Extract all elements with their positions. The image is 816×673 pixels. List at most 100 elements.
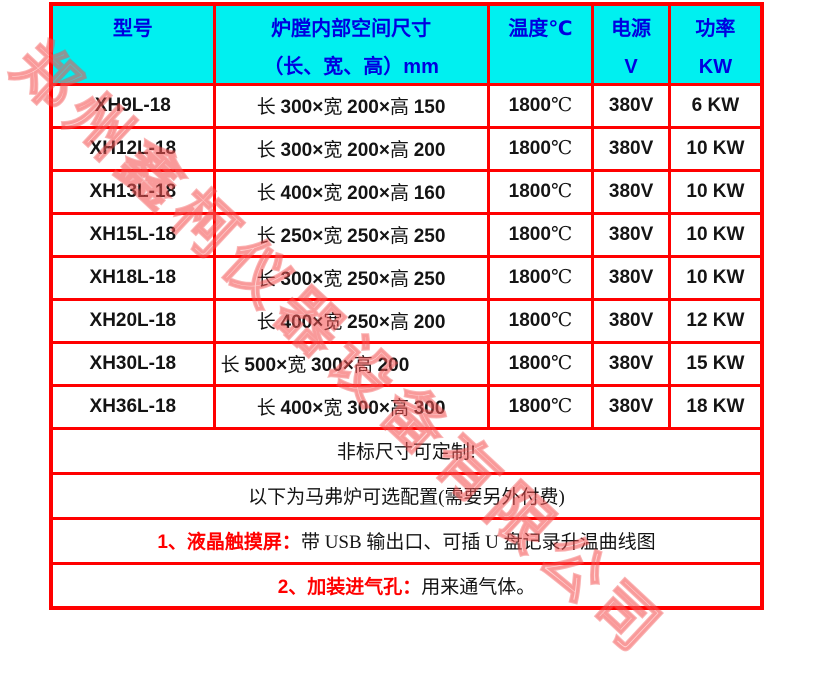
width-label: 宽 xyxy=(323,398,348,419)
length-value: 250 xyxy=(280,226,313,247)
height-label: 高 xyxy=(389,398,414,419)
power-cell: 6 KW xyxy=(667,82,764,129)
width-label: 宽 xyxy=(287,355,311,376)
length-label: 长 xyxy=(256,269,281,290)
table-row: XH20L-18 长 400×宽 250×高 200 1800℃ 380V 12… xyxy=(49,297,764,344)
dimensions-cell: 长 300×宽 200×高 200 xyxy=(212,125,490,172)
times-sign: × xyxy=(378,226,390,247)
model-cell: XH12L-18 xyxy=(49,125,216,172)
temperature-value: 1800 xyxy=(508,267,551,288)
temperature-value: 1800 xyxy=(508,396,551,417)
header-supply-line1: 电源 xyxy=(611,18,652,40)
option2-text: 用来通气体。 xyxy=(421,576,536,598)
times-sign: × xyxy=(378,140,390,161)
temperature-value: 1800 xyxy=(508,224,551,245)
temperature-cell: 1800℃ xyxy=(486,168,595,215)
dimensions-cell: 长 300×宽 250×高 250 xyxy=(212,254,490,301)
width-value: 300 xyxy=(310,355,343,376)
times-sign: × xyxy=(312,312,324,333)
option2-row: 2、加装进气孔：用来通气体。 xyxy=(49,561,764,610)
length-label: 长 xyxy=(256,183,281,204)
table-row: XH12L-18 长 300×宽 200×高 200 1800℃ 380V 10… xyxy=(49,125,764,172)
height-label: 高 xyxy=(389,312,414,333)
power-cell: 15 KW xyxy=(667,340,764,387)
header-model: 型号 xyxy=(49,2,216,86)
times-sign: × xyxy=(276,355,288,376)
celsius-unit: ℃ xyxy=(550,353,573,374)
width-value: 250 xyxy=(347,312,379,333)
length-label: 长 xyxy=(256,398,281,419)
height-value: 300 xyxy=(413,398,446,419)
header-supply-line2: V xyxy=(624,56,638,78)
header-temperature: 温度℃ xyxy=(486,2,595,86)
voltage-cell: 380V xyxy=(591,211,671,258)
celsius-unit: ℃ xyxy=(550,396,573,417)
voltage-cell: 380V xyxy=(591,340,671,387)
width-value: 200 xyxy=(347,97,379,118)
header-power-supply: 电源 V xyxy=(591,2,671,86)
power-cell: 10 KW xyxy=(667,168,764,215)
height-value: 160 xyxy=(413,183,446,204)
width-value: 200 xyxy=(347,183,379,204)
length-label: 长 xyxy=(256,312,281,333)
header-temperature-label: 温度℃ xyxy=(508,18,573,40)
celsius-unit: ℃ xyxy=(550,95,573,116)
width-label: 宽 xyxy=(323,140,348,161)
height-value: 250 xyxy=(413,269,446,290)
celsius-unit: ℃ xyxy=(550,310,573,331)
voltage-cell: 380V xyxy=(591,383,671,430)
times-sign: × xyxy=(312,140,324,161)
temperature-cell: 1800℃ xyxy=(486,82,595,129)
temperature-value: 1800 xyxy=(508,310,551,331)
length-label: 长 xyxy=(256,140,281,161)
length-value: 400 xyxy=(280,183,313,204)
height-value: 250 xyxy=(413,226,446,247)
option1-row: 1、液晶触摸屏：带 USB 输出口、可插 U 盘记录升温曲线图 xyxy=(49,516,764,565)
dimensions-cell: 长 400×宽 300×高 300 xyxy=(212,383,490,430)
times-sign: × xyxy=(378,97,390,118)
height-label: 高 xyxy=(389,269,414,290)
length-value: 300 xyxy=(280,269,313,290)
temperature-value: 1800 xyxy=(508,95,551,116)
height-label: 高 xyxy=(389,140,414,161)
length-value: 300 xyxy=(280,140,313,161)
dimensions-cell: 长 500×宽 300×高 200 xyxy=(212,340,490,387)
times-sign: × xyxy=(378,312,390,333)
option2-cell: 2、加装进气孔：用来通气体。 xyxy=(49,561,764,610)
celsius-unit: ℃ xyxy=(550,138,573,159)
table-row: XH15L-18 长 250×宽 250×高 250 1800℃ 380V 10… xyxy=(49,211,764,258)
times-sign: × xyxy=(312,183,324,204)
model-cell: XH13L-18 xyxy=(49,168,216,215)
table-header: 型号 炉膛内部空间尺寸 （长、宽、高）mm 温度℃ 电源 V 功率 KW xyxy=(49,2,764,86)
model-cell: XH20L-18 xyxy=(49,297,216,344)
length-value: 400 xyxy=(280,312,313,333)
temperature-value: 1800 xyxy=(508,181,551,202)
header-row: 型号 炉膛内部空间尺寸 （长、宽、高）mm 温度℃ 电源 V 功率 KW xyxy=(49,2,764,86)
voltage-cell: 380V xyxy=(591,254,671,301)
dimensions-cell: 长 400×宽 250×高 200 xyxy=(212,297,490,344)
length-value: 500 xyxy=(244,355,277,376)
custom-size-note: 非标尺寸可定制! xyxy=(49,426,764,475)
temperature-value: 1800 xyxy=(508,353,551,374)
custom-size-note-row: 非标尺寸可定制! xyxy=(49,426,764,475)
height-value: 200 xyxy=(413,312,446,333)
height-label: 高 xyxy=(389,183,414,204)
power-cell: 18 KW xyxy=(667,383,764,430)
height-value: 200 xyxy=(413,140,446,161)
dimensions-cell: 长 300×宽 200×高 150 xyxy=(212,82,490,129)
table-row: XH18L-18 长 300×宽 250×高 250 1800℃ 380V 10… xyxy=(49,254,764,301)
option1-label: 1、液晶触摸屏： xyxy=(157,532,301,553)
length-value: 400 xyxy=(280,398,313,419)
temperature-cell: 1800℃ xyxy=(486,211,595,258)
table-row: XH13L-18 长 400×宽 200×高 160 1800℃ 380V 10… xyxy=(49,168,764,215)
times-sign: × xyxy=(312,97,324,118)
voltage-cell: 380V xyxy=(591,82,671,129)
voltage-cell: 380V xyxy=(591,168,671,215)
celsius-unit: ℃ xyxy=(550,224,573,245)
length-label: 长 xyxy=(256,97,281,118)
times-sign: × xyxy=(378,398,390,419)
width-value: 300 xyxy=(347,398,379,419)
power-cell: 10 KW xyxy=(667,125,764,172)
temperature-value: 1800 xyxy=(508,138,551,159)
header-chamber-size: 炉膛内部空间尺寸 （长、宽、高）mm xyxy=(212,2,490,86)
